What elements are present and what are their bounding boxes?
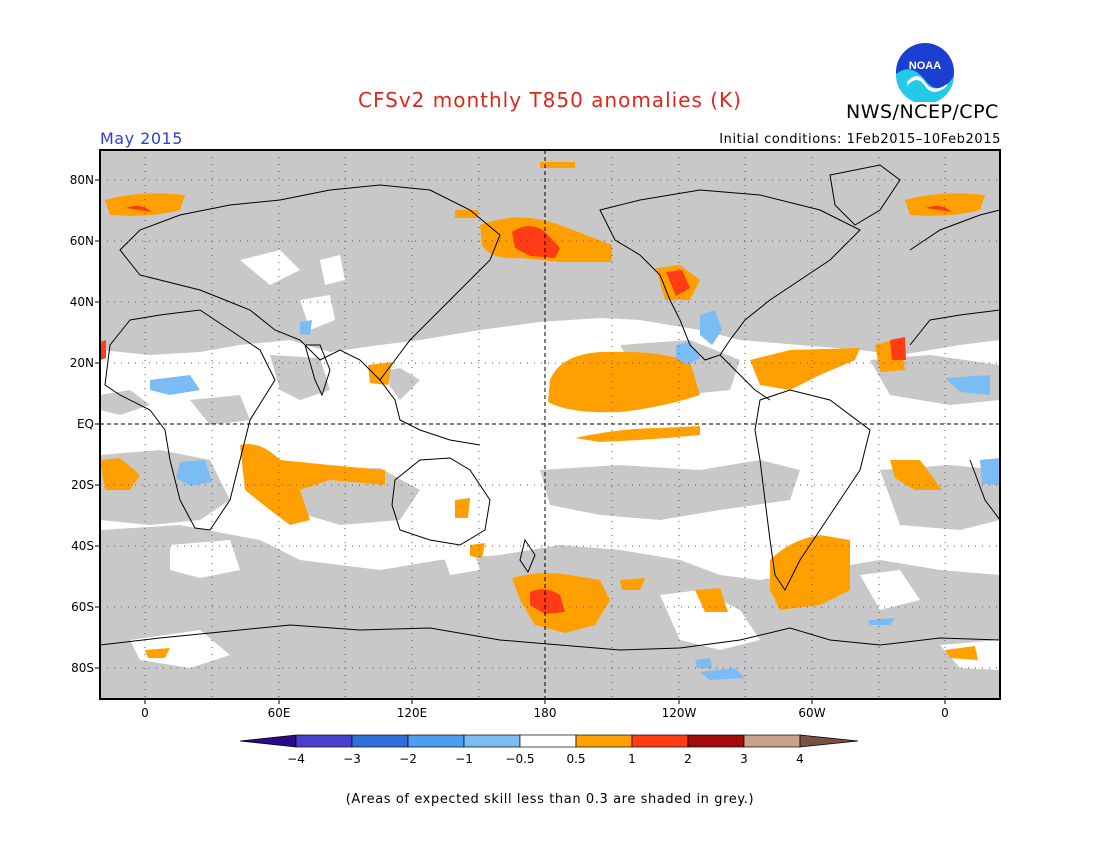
anomaly-neg-1-to-neg-0p5 [150,310,1000,680]
lat-label: 20N [69,356,94,370]
colorbar-label: 4 [796,752,804,766]
forecast-month: May 2015 [100,129,183,148]
colorbar-label: 3 [740,752,748,766]
colorbar-swatch [799,734,859,748]
colorbar-swatch [295,734,353,748]
colorbar-label: −3 [343,752,361,766]
colorbar-label: 0.5 [566,752,586,766]
coastlines [100,164,1000,651]
anomaly-0p5-to-1 [100,162,985,660]
organization-label: NWS/NCEP/CPC [846,101,999,123]
lat-label: EQ [76,417,94,431]
colorbar-label: 1 [628,752,636,766]
colorbar-label: −1 [455,752,473,766]
colorbar-label: −0.5 [505,752,535,766]
lat-label: 80N [69,173,94,187]
lat-label: 60N [69,234,94,248]
lon-label: 180 [533,706,557,720]
lat-label: 40N [69,295,94,309]
colorbar-label: −4 [287,752,305,766]
graticule [100,150,1000,699]
colorbar-swatch [463,734,521,748]
colorbar-swatch [743,734,801,748]
noaa-logo: NOAA [895,43,954,102]
chart-title: CFSv2 monthly T850 anomalies (K) [358,88,742,112]
colorbar-swatch [687,734,745,748]
skill-footnote: (Areas of expected skill less than 0.3 a… [345,792,755,807]
equator-dateline [100,150,1000,699]
lat-label: 20S [71,478,94,492]
lat-label: 40S [71,539,94,553]
lat-label: 80S [71,661,94,675]
colorbar-swatch [519,734,577,748]
lat-label: 60S [71,600,94,614]
colorbar-label: 2 [684,752,692,766]
initial-conditions: Initial conditions: 1Feb2015–10Feb2015 [719,132,1001,147]
colorbar-swatch [407,734,465,748]
colorbar-swatch [631,734,689,748]
logo-text: NOAA [909,60,941,72]
colorbar-label: −2 [399,752,417,766]
colorbar [239,734,859,748]
colorbar-swatch [239,734,297,748]
lon-label: 60E [267,706,291,720]
anomaly-1-to-2 [100,205,952,614]
colorbar-swatch [351,734,409,748]
lon-label: 0 [941,706,949,720]
colorbar-swatch [575,734,633,748]
lon-label: 0 [141,706,149,720]
lon-label: 120E [396,706,428,720]
lon-label: 120W [661,706,697,720]
lon-label: 60W [798,706,826,720]
axis-ticks [95,179,946,704]
